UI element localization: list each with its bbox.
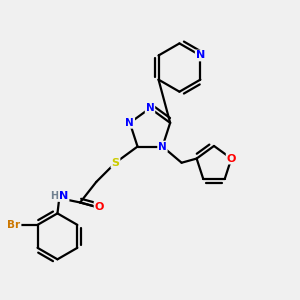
Text: N: N <box>158 142 167 152</box>
Text: N: N <box>196 50 205 61</box>
Text: O: O <box>227 154 236 164</box>
Text: Br: Br <box>8 220 21 230</box>
Text: H: H <box>50 191 59 201</box>
Text: N: N <box>146 103 154 113</box>
Text: O: O <box>94 202 104 212</box>
Text: S: S <box>112 158 119 168</box>
Text: N: N <box>59 191 69 201</box>
Text: N: N <box>125 118 134 128</box>
